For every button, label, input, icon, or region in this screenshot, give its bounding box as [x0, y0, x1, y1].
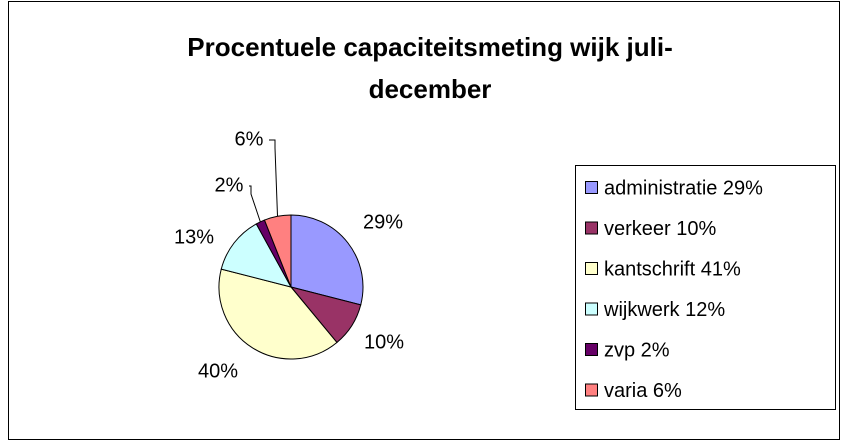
legend-swatch [585, 302, 598, 316]
legend-swatch [585, 262, 598, 275]
chart-frame [8, 1, 840, 440]
data-label: 10% [364, 331, 404, 353]
legend-label: administratie 29% [604, 177, 763, 199]
legend-box [575, 165, 836, 410]
legend-label: wijkwerk 12% [603, 299, 725, 321]
legend-swatch [585, 383, 598, 397]
data-label: 40% [198, 360, 238, 382]
data-label: 29% [363, 211, 403, 233]
leader-line [249, 185, 261, 223]
data-label: 6% [235, 128, 264, 150]
chart-title: Procentuele capaciteitsmeting wijk juli-… [187, 32, 673, 104]
legend-swatch [585, 221, 598, 235]
legend-swatch [585, 181, 598, 194]
data-label: 2% [215, 174, 244, 196]
legend-label: kantschrift 41% [604, 258, 741, 280]
pie-slice [218, 268, 338, 360]
pie-slice [220, 223, 292, 288]
data-label: 13% [174, 226, 214, 248]
legend-swatch [585, 343, 598, 356]
legend-label: varia 6% [604, 380, 682, 402]
legend-label: verkeer 10% [604, 218, 716, 240]
legend-label: zvp 2% [604, 339, 670, 361]
leader-line [269, 139, 279, 217]
pie-slice [290, 214, 364, 306]
